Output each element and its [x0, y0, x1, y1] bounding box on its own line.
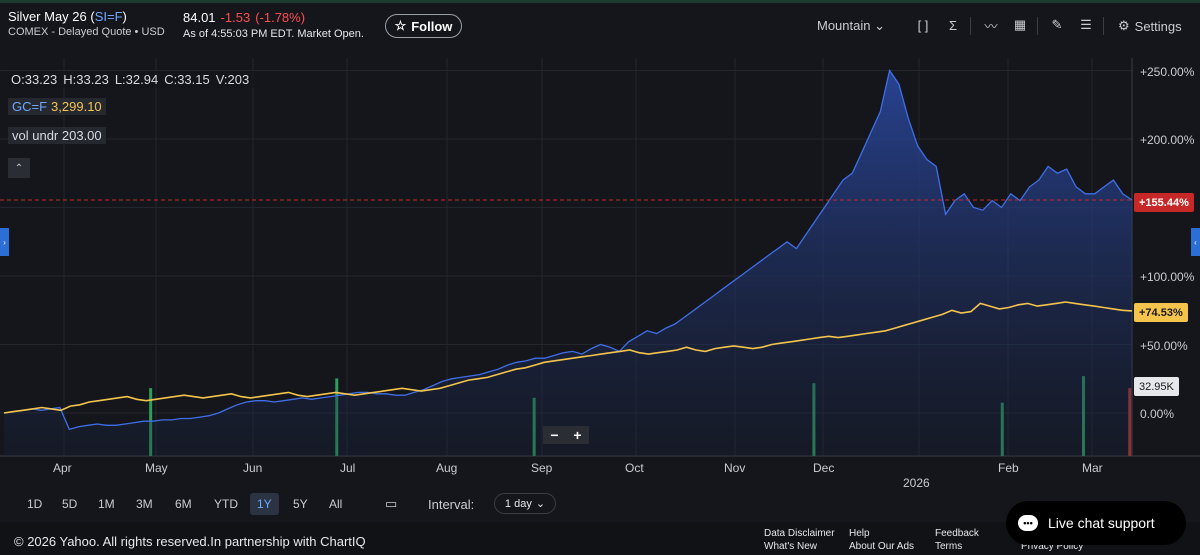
footer-link[interactable]: Privacy Policy	[1021, 541, 1084, 552]
range-button[interactable]: YTD	[214, 497, 238, 511]
footer-link[interactable]: What's New	[764, 541, 818, 552]
y-axis-label: +250.00%	[1140, 65, 1195, 79]
y-axis-label: +200.00%	[1140, 133, 1195, 147]
range-button[interactable]: All	[329, 497, 343, 511]
x-axis-label: Sep	[531, 461, 553, 475]
x-axis-label: Jun	[243, 461, 263, 475]
gear-icon: ⚙	[1118, 18, 1130, 33]
copyright-text: © 2026 Yahoo. All rights reserved.In par…	[14, 534, 366, 549]
top-accent-bar	[0, 0, 1200, 3]
range-button[interactable]: 1D	[27, 497, 43, 511]
star-icon: ☆	[394, 18, 407, 33]
left-panel-toggle-icon[interactable]: ›	[0, 228, 9, 256]
ohlc-legend: O:33.23 H:33.23 L:32.94 C:33.15 V:203	[8, 71, 259, 88]
x-axis-label: Apr	[53, 461, 72, 475]
settings-button[interactable]: ⚙ Settings	[1118, 18, 1182, 34]
price-change: -1.53	[220, 10, 251, 25]
symbol-code[interactable]: SI=F	[94, 9, 123, 24]
sigma-icon[interactable]: Σ	[948, 17, 958, 33]
chart-header: Silver May 26 (SI=F) COMEX - Delayed Quo…	[0, 3, 1200, 45]
range-button[interactable]: 6M	[175, 497, 192, 511]
range-button[interactable]: 5Y	[293, 497, 308, 511]
range-button[interactable]: 5D	[62, 497, 78, 511]
gold-series-line	[3, 301, 1133, 414]
x-axis-label: Nov	[724, 461, 746, 475]
x-axis-label: Dec	[813, 461, 835, 475]
y-axis-label: +100.00%	[1140, 270, 1195, 284]
quote-price: 84.01 -1.53 (-1.78%)	[183, 10, 306, 25]
range-button[interactable]: 3M	[136, 497, 153, 511]
volume-legend[interactable]: vol undr 203.00	[8, 127, 106, 144]
zoom-out-button[interactable]: −	[550, 427, 559, 443]
range-button-active[interactable]: 1Y	[250, 493, 279, 515]
symbol-title: Silver May 26 (SI=F)	[8, 9, 127, 24]
zoom-controls: − +	[543, 426, 589, 444]
collapse-legend-icon[interactable]: ⌃	[8, 158, 30, 178]
range-button[interactable]: 1M	[98, 497, 115, 511]
footer-link[interactable]: About Our Ads	[849, 541, 915, 552]
y-axis-label: 0.00%	[1140, 407, 1175, 421]
follow-button[interactable]: ☆ Follow	[385, 14, 462, 38]
comparison-legend[interactable]: GC=F 3,299.10	[8, 98, 106, 115]
x-axis-label: May	[145, 461, 168, 475]
quote-timestamp: As of 4:55:03 PM EDT. Market Open.	[183, 28, 364, 40]
interval-label: Interval:	[428, 497, 475, 512]
price-chart[interactable]	[0, 58, 1200, 488]
x-axis-label: Mar	[1082, 461, 1103, 475]
footer-link[interactable]: Help	[849, 528, 870, 539]
silver-last-badge: +155.44%	[1134, 193, 1194, 212]
volume-badge: 32.95K	[1134, 377, 1179, 396]
y-axis-label: +50.00%	[1140, 339, 1188, 353]
silver-area-fill	[4, 70, 1132, 456]
chevron-down-icon: ⌄	[535, 498, 546, 510]
toolbar-divider	[1103, 17, 1104, 35]
footer: © 2026 Yahoo. All rights reserved.In par…	[0, 522, 1200, 555]
right-panel-toggle-icon[interactable]: ‹	[1191, 228, 1200, 256]
x-axis-year-label: 2026	[903, 476, 930, 490]
chat-bubble-icon: •••	[1018, 515, 1038, 531]
range-selector: 1D 5D 1M 3M 6M YTD 1Y 5Y All ▭ Interval:…	[0, 490, 1200, 520]
x-axis-label: Aug	[436, 461, 458, 475]
footer-link[interactable]: Terms	[935, 541, 963, 552]
gold-last-badge: +74.53%	[1134, 303, 1188, 322]
x-axis-label: Feb	[998, 461, 1019, 475]
footer-link[interactable]: Data Disclaimer	[764, 528, 835, 539]
exchange-info: COMEX - Delayed Quote • USD	[8, 26, 165, 38]
crosshair-icon[interactable]: [ ]	[917, 17, 929, 33]
chart-type-dropdown[interactable]: Mountain ⌄	[817, 18, 886, 33]
draw-icon[interactable]: ✎	[1051, 17, 1063, 32]
table-view-icon[interactable]: ☰	[1080, 17, 1092, 32]
live-chat-button[interactable]: ••• Live chat support	[1006, 501, 1186, 545]
chart-area[interactable]: O:33.23 H:33.23 L:32.94 C:33.15 V:203 GC=F 3,…	[0, 58, 1200, 490]
zoom-in-button[interactable]: +	[573, 427, 582, 443]
silver-series-line	[3, 68, 1133, 431]
footer-link[interactable]: Feedback	[935, 528, 979, 539]
indicators-icon[interactable]: 〰	[984, 18, 998, 34]
interval-dropdown[interactable]: 1 day ⌄	[494, 493, 556, 514]
x-axis-label: Jul	[340, 461, 356, 475]
toolbar-divider	[1037, 17, 1038, 35]
price-change-pct: (-1.78%)	[255, 10, 306, 25]
toolbar-divider	[970, 17, 971, 35]
calendar-events-icon[interactable]: ▦	[1013, 17, 1027, 32]
chevron-down-icon: ⌄	[874, 18, 886, 33]
calendar-icon[interactable]: ▭	[385, 496, 398, 511]
x-axis-label: Oct	[625, 461, 644, 475]
